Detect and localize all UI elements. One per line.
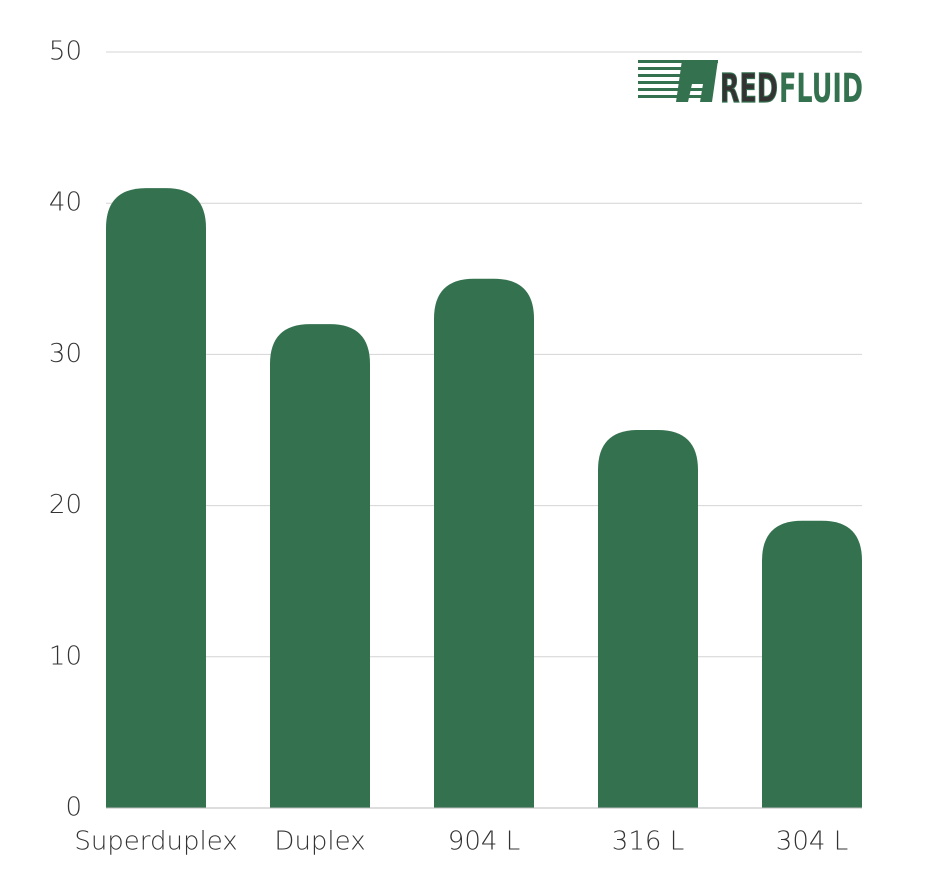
y-tick-label: 10 (49, 641, 82, 671)
logo-icon (638, 60, 718, 102)
y-tick-label: 40 (49, 188, 82, 218)
y-tick-label: 50 (49, 37, 82, 67)
logo-red: RED (720, 66, 778, 112)
bar (434, 278, 534, 808)
x-tick-label: 904 L (448, 827, 520, 857)
y-tick-label: 0 (65, 793, 82, 823)
bar (270, 324, 370, 808)
y-tick-label: 30 (49, 339, 82, 369)
y-tick-label: 20 (49, 490, 82, 520)
logo: RED FLUID (638, 60, 863, 113)
x-tick-label: Duplex (274, 827, 365, 857)
x-tick-label: 316 L (612, 827, 684, 857)
logo-fluid: FLUID (779, 66, 863, 112)
x-tick-label: Superduplex (74, 827, 237, 857)
bar (762, 520, 862, 808)
x-tick-label: 304 L (776, 827, 848, 857)
bar (106, 188, 206, 808)
bar (598, 430, 698, 808)
